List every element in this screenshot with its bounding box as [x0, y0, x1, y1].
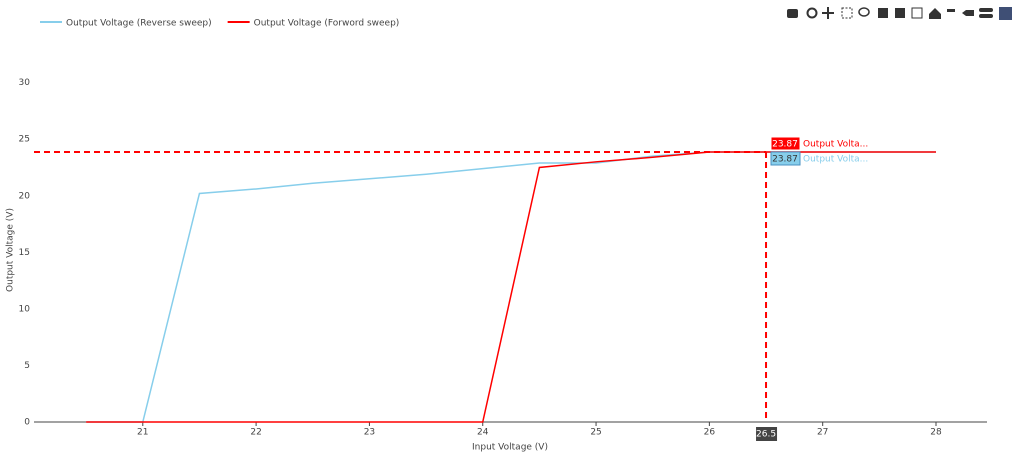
- hover-x-label: 26.5: [756, 430, 776, 440]
- legend-label: Output Voltage (Forword sweep): [254, 19, 400, 29]
- x-tick-label: 22: [250, 428, 261, 438]
- hover-box: [770, 151, 801, 166]
- line-series: [86, 151, 937, 423]
- y-axis-title: Output Voltage (V): [6, 208, 16, 292]
- hover-name: Output Volta...: [803, 140, 868, 150]
- x-axis-title: Input Voltage (V): [472, 443, 548, 453]
- hover-compare-icon[interactable]: [979, 8, 993, 12]
- y-tick-label: 15: [19, 248, 30, 258]
- x-tick-label: 28: [930, 428, 942, 438]
- hover-value: 23.87: [772, 155, 798, 165]
- lasso-icon[interactable]: [858, 7, 870, 17]
- x-tick-label: 24: [477, 428, 489, 438]
- y-tick-label: 20: [19, 191, 31, 201]
- zoom-in-icon[interactable]: [878, 8, 888, 18]
- home-icon[interactable]: [929, 8, 941, 19]
- y-tick-label: 25: [19, 135, 30, 145]
- zoom-icon[interactable]: [806, 7, 818, 19]
- spike-icon[interactable]: [947, 9, 955, 12]
- hover-compare-icon[interactable]: [979, 14, 993, 18]
- hover-closest-icon[interactable]: [962, 10, 974, 16]
- camera-icon[interactable]: [787, 9, 798, 18]
- x-tick-label: 26: [704, 428, 716, 438]
- zoom-out-icon[interactable]: [895, 8, 905, 18]
- hover-name: Output Volta...: [803, 155, 868, 165]
- y-tick-label: 0: [24, 418, 30, 428]
- x-tick-label: 27: [817, 428, 828, 438]
- toolbar: [787, 7, 1012, 20]
- legend-label: Output Voltage (Reverse sweep): [66, 19, 212, 29]
- hover-box: [770, 136, 801, 151]
- hover-value: 23.87: [772, 140, 798, 150]
- hover-x-box: [756, 427, 778, 441]
- select-icon[interactable]: [841, 7, 853, 19]
- x-tick-label: 21: [137, 428, 148, 438]
- x-tick-label: 23: [364, 428, 375, 438]
- autoscale-icon[interactable]: [911, 7, 923, 19]
- y-tick-label: 10: [19, 304, 31, 314]
- plotly-logo[interactable]: [999, 7, 1012, 20]
- y-tick-label: 5: [24, 361, 30, 371]
- x-tick-label: 25: [590, 428, 601, 438]
- y-tick-label: 30: [19, 78, 31, 88]
- pan-icon[interactable]: [822, 7, 834, 19]
